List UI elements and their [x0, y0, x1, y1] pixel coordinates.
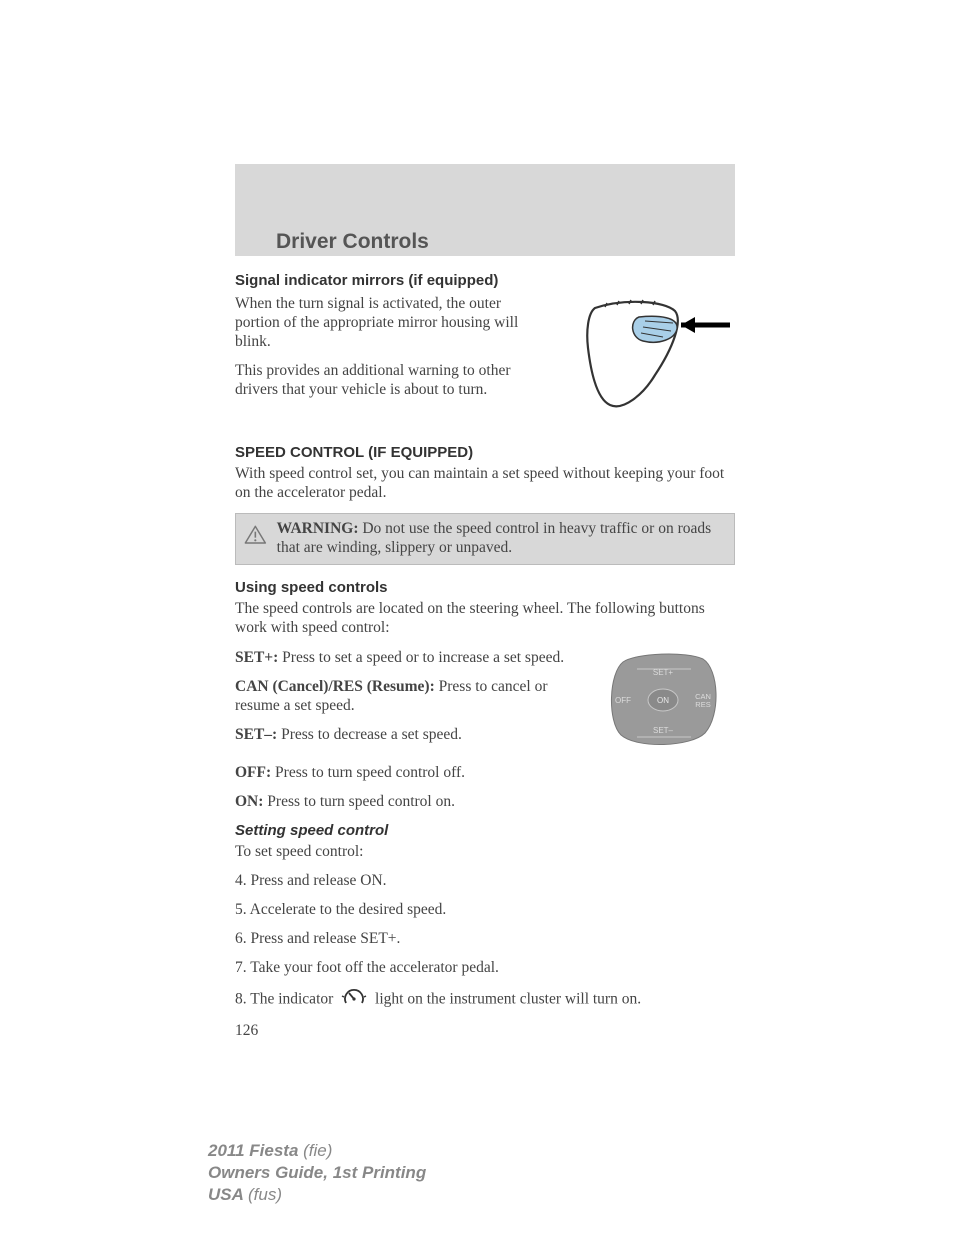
svg-text:OFF: OFF: [615, 696, 631, 705]
cruise-indicator-icon: [341, 988, 367, 1006]
heading-signal-mirrors: Signal indicator mirrors (if equipped): [235, 272, 735, 289]
footer-code2: (fus): [248, 1185, 282, 1204]
step-4: 4. Press and release ON.: [235, 872, 735, 891]
heading-setting: Setting speed control: [235, 822, 735, 839]
steering-pad-illustration: SET+ SET– OFF ON CAN RES: [595, 647, 735, 757]
svg-text:SET+: SET+: [653, 668, 674, 677]
heading-using-controls: Using speed controls: [235, 579, 735, 596]
step-8: 8. The indicator light on the instrument…: [235, 988, 735, 1012]
signal-para2: This provides an additional warning to o…: [235, 362, 541, 400]
step-7: 7. Take your foot off the accelerator pe…: [235, 959, 735, 978]
warning-label: WARNING:: [277, 520, 359, 537]
item-can-res: CAN (Cancel)/RES (Resume): Press to canc…: [235, 678, 581, 716]
svg-text:SET–: SET–: [653, 726, 674, 735]
footer-line2: Owners Guide, 1st Printing: [208, 1162, 426, 1184]
svg-text:RES: RES: [695, 700, 710, 709]
using-controls-row: SET+: Press to set a speed or to increas…: [235, 647, 735, 762]
footer-model: 2011 Fiesta: [208, 1141, 303, 1160]
signal-para1: When the turn signal is activated, the o…: [235, 295, 541, 352]
step8-prefix: 8. The indicator: [235, 990, 337, 1007]
warning-triangle-icon: [244, 520, 267, 550]
svg-text:ON: ON: [657, 696, 669, 705]
footer-code1: (fie): [303, 1141, 332, 1160]
setting-intro: To set speed control:: [235, 843, 735, 862]
speed-intro: With speed control set, you can maintain…: [235, 465, 735, 503]
step8-suffix: light on the instrument cluster will tur…: [375, 990, 641, 1007]
warning-text: WARNING: Do not use the speed control in…: [277, 520, 726, 558]
content-area: Signal indicator mirrors (if equipped) W…: [235, 264, 735, 1040]
mirror-illustration: [555, 293, 735, 423]
footer: 2011 Fiesta (fie) Owners Guide, 1st Prin…: [208, 1140, 426, 1206]
heading-speed-control: SPEED CONTROL (IF EQUIPPED): [235, 444, 735, 461]
item-off: OFF: Press to turn speed control off.: [235, 764, 735, 783]
warning-box: WARNING: Do not use the speed control in…: [235, 513, 735, 565]
item-on: ON: Press to turn speed control on.: [235, 793, 735, 812]
footer-region: USA: [208, 1185, 248, 1204]
item-set-minus: SET–: Press to decrease a set speed.: [235, 726, 581, 745]
page-title: Driver Controls: [276, 230, 429, 254]
step-6: 6. Press and release SET+.: [235, 930, 735, 949]
step-5: 5. Accelerate to the desired speed.: [235, 901, 735, 920]
using-intro: The speed controls are located on the st…: [235, 600, 735, 638]
signal-mirrors-row: When the turn signal is activated, the o…: [235, 293, 735, 428]
page-number: 126: [235, 1022, 735, 1040]
item-set-plus: SET+: Press to set a speed or to increas…: [235, 649, 581, 668]
